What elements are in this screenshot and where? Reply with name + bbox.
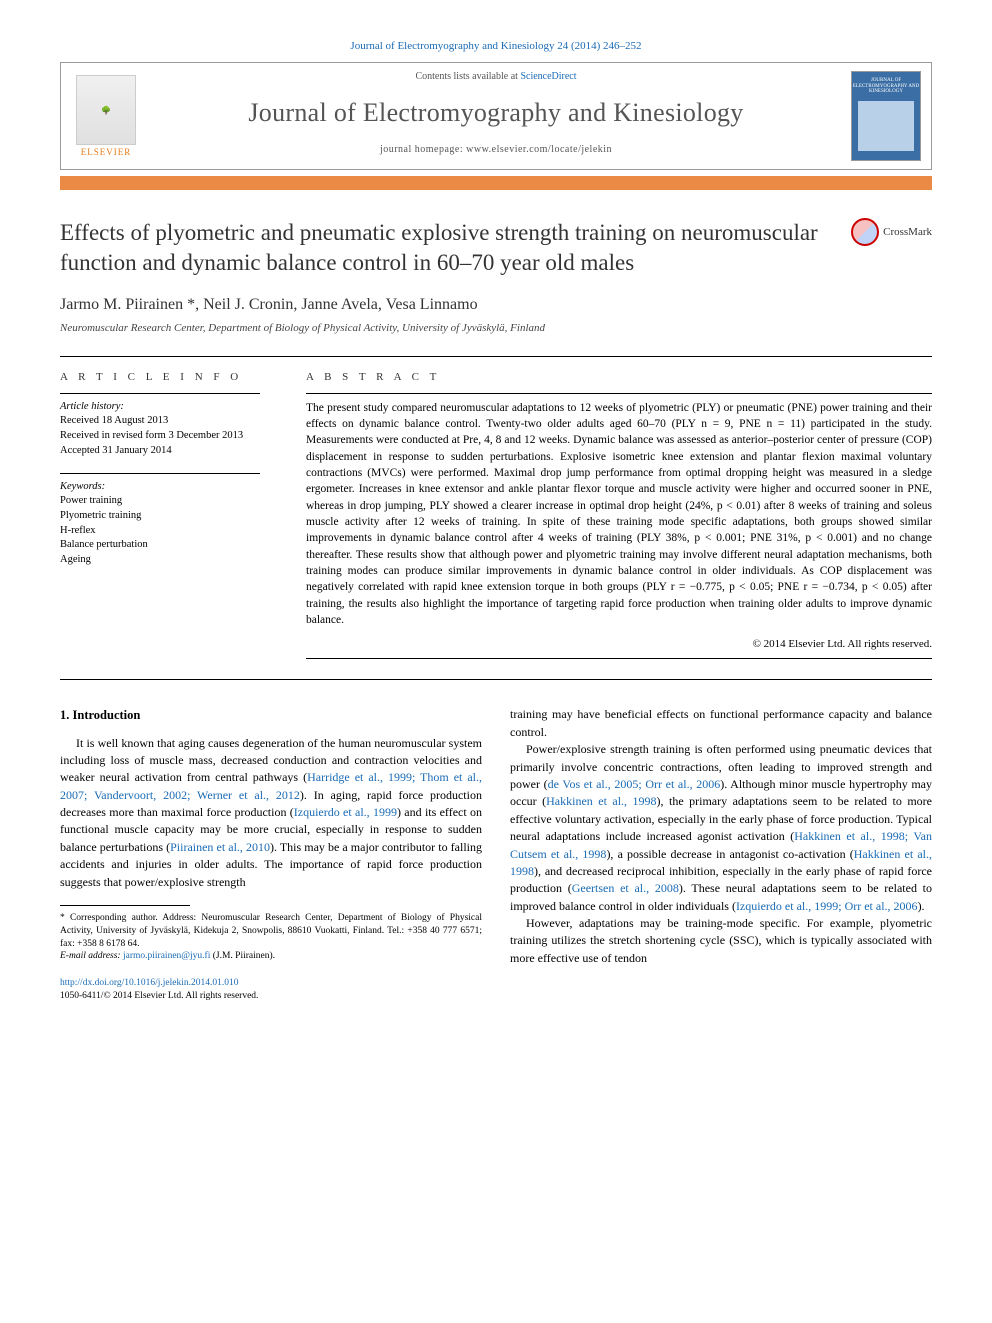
abstract-heading: A B S T R A C T — [306, 371, 932, 383]
intro-paragraph-1-cont: training may have beneficial effects on … — [510, 706, 932, 741]
crossmark-icon — [851, 218, 879, 246]
footnote-corr-text: * Corresponding author. Address: Neuromu… — [60, 912, 482, 950]
cover-thumb-title: JOURNAL OF ELECTROMYOGRAPHY AND KINESIOL… — [852, 78, 920, 95]
authors-text: Jarmo M. Piirainen *, Neil J. Cronin, Ja… — [60, 296, 478, 313]
keyword-item: Ageing — [60, 553, 280, 568]
abstract-top-divider — [306, 393, 932, 394]
journal-homepage-line: journal homepage: www.elsevier.com/locat… — [151, 144, 841, 155]
contents-available-line: Contents lists available at ScienceDirec… — [151, 71, 841, 82]
orange-separator-bar — [60, 176, 932, 190]
publisher-label: ELSEVIER — [76, 147, 136, 157]
intro-paragraph-3: However, adaptations may be training-mod… — [510, 915, 932, 967]
issn-copyright: 1050-6411/© 2014 Elsevier Ltd. All right… — [60, 990, 482, 1003]
citation-link[interactable]: Hakkinen et al., 1998 — [546, 794, 656, 808]
journal-cover-thumb: JOURNAL OF ELECTROMYOGRAPHY AND KINESIOL… — [851, 71, 921, 161]
author-email-link[interactable]: jarmo.piirainen@jyu.fi — [123, 951, 210, 961]
affiliation: Neuromuscular Research Center, Departmen… — [60, 322, 932, 334]
keyword-item: Power training — [60, 494, 280, 509]
article-info-heading: A R T I C L E I N F O — [60, 371, 280, 383]
journal-name: Journal of Electromyography and Kinesiol… — [151, 98, 841, 128]
history-received: Received 18 August 2013 — [60, 414, 280, 429]
keyword-item: Plyometric training — [60, 509, 280, 524]
crossmark-badge[interactable]: CrossMark — [851, 218, 932, 246]
info-divider-1 — [60, 393, 260, 394]
citation-link[interactable]: de Vos et al., 2005; Orr et al., 2006 — [548, 777, 721, 791]
elsevier-tree-icon: 🌳 — [76, 75, 136, 145]
citation-link[interactable]: Piirainen et al., 2010 — [170, 840, 270, 854]
citation-link[interactable]: Izquierdo et al., 1999 — [294, 805, 397, 819]
abstract-copyright: © 2014 Elsevier Ltd. All rights reserved… — [306, 638, 932, 650]
homepage-url[interactable]: www.elsevier.com/locate/jelekin — [466, 144, 612, 155]
article-info-column: A R T I C L E I N F O Article history: R… — [60, 357, 300, 666]
footnote-rule — [60, 905, 190, 906]
abstract-column: A B S T R A C T The present study compar… — [300, 357, 932, 666]
doi-link[interactable]: http://dx.doi.org/10.1016/j.jelekin.2014… — [60, 977, 482, 990]
keyword-item: H-reflex — [60, 524, 280, 539]
citation-link[interactable]: Geertsen et al., 2008 — [572, 881, 679, 895]
keywords-label: Keywords: — [60, 480, 280, 495]
article-title: Effects of plyometric and pneumatic expl… — [60, 218, 851, 278]
doi-block: http://dx.doi.org/10.1016/j.jelekin.2014… — [60, 977, 482, 1003]
sciencedirect-link[interactable]: ScienceDirect — [520, 71, 576, 82]
contents-prefix: Contents lists available at — [415, 71, 520, 82]
email-suffix: (J.M. Piirainen). — [210, 951, 275, 961]
intro-paragraph-1: It is well known that aging causes degen… — [60, 735, 482, 892]
email-label: E-mail address: — [60, 951, 123, 961]
body-text: ). — [918, 899, 925, 913]
publisher-logo-cell: 🌳 ELSEVIER — [61, 63, 151, 169]
header-citation: Journal of Electromyography and Kinesiol… — [60, 40, 932, 52]
body-left-column: 1. Introduction It is well known that ag… — [60, 706, 482, 1003]
body-right-column: training may have beneficial effects on … — [510, 706, 932, 1003]
keyword-item: Balance perturbation — [60, 538, 280, 553]
abstract-bottom-divider — [306, 658, 932, 659]
history-label: Article history: — [60, 400, 280, 415]
crossmark-label: CrossMark — [883, 226, 932, 238]
intro-paragraph-2: Power/explosive strength training is oft… — [510, 741, 932, 915]
info-divider-2 — [60, 473, 260, 474]
history-accepted: Accepted 31 January 2014 — [60, 444, 280, 459]
section-heading-intro: 1. Introduction — [60, 706, 482, 724]
history-revised: Received in revised form 3 December 2013 — [60, 429, 280, 444]
abstract-text: The present study compared neuromuscular… — [306, 400, 932, 629]
section-divider — [60, 679, 932, 680]
journal-header-box: 🌳 ELSEVIER Contents lists available at S… — [60, 62, 932, 170]
cover-thumb-body — [858, 101, 914, 151]
citation-link[interactable]: Izquierdo et al., 1999; Orr et al., 2006 — [736, 899, 918, 913]
authors-line: Jarmo M. Piirainen *, Neil J. Cronin, Ja… — [60, 296, 932, 314]
journal-cover-cell: JOURNAL OF ELECTROMYOGRAPHY AND KINESIOL… — [841, 63, 931, 169]
body-text: ), a possible decrease in antagonist co-… — [606, 847, 853, 861]
homepage-prefix: journal homepage: — [380, 144, 466, 155]
corresponding-author-footnote: * Corresponding author. Address: Neuromu… — [60, 912, 482, 963]
